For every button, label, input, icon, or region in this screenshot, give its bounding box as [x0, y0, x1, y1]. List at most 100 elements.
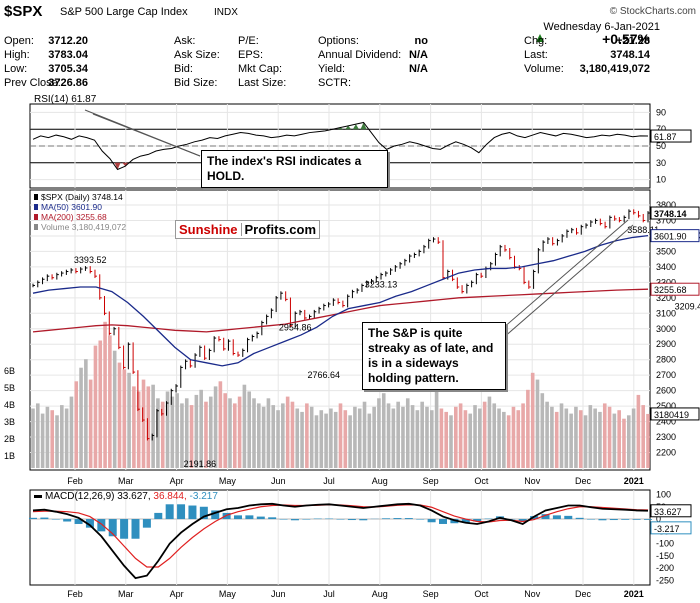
header-label: Bid Size:: [174, 77, 217, 89]
macd-histogram-bar: [404, 518, 413, 520]
volume-tick: 2B: [4, 434, 15, 444]
volume-bar: [319, 410, 324, 468]
macd-histogram-bar: [552, 515, 561, 520]
volume-bar: [420, 401, 424, 468]
x-label-macd: Apr: [170, 589, 184, 599]
macd-histogram-bar: [268, 517, 277, 520]
volume-bar: [261, 406, 266, 468]
legend-swatch: [34, 224, 38, 230]
macd-histogram-bar: [621, 519, 630, 520]
volume-bar: [36, 403, 40, 468]
volume-bar: [151, 384, 155, 468]
volume-bar: [127, 372, 131, 468]
volume-bar: [622, 418, 626, 468]
macd-histogram-bar: [245, 515, 254, 520]
ma200-line: [32, 288, 649, 333]
volume-bar: [60, 405, 64, 468]
volume-bar: [526, 389, 530, 468]
volume-bar: [521, 403, 525, 468]
macd-tick: -250: [656, 576, 674, 586]
volume-bar: [50, 410, 55, 468]
price-tick: 2500: [656, 401, 676, 411]
x-label-price: Dec: [575, 476, 592, 486]
header-label: Annual Dividend:: [318, 49, 401, 61]
header-label: Volume:: [524, 63, 564, 75]
macd-histogram-bar: [439, 519, 447, 524]
price-tick: 3700: [656, 215, 676, 225]
volume-bar: [574, 406, 578, 468]
sunshine-profits-logo: Sunshine Profits.com: [175, 220, 321, 239]
volume-bar: [103, 321, 107, 468]
ma50-last-label: 3601.90: [654, 232, 687, 242]
volume-bar: [357, 408, 362, 468]
volume-bar: [569, 413, 573, 468]
volume-bar: [55, 415, 59, 468]
header-label: Low:: [4, 63, 27, 75]
volume-bar: [242, 384, 247, 468]
volume-bar: [454, 406, 458, 468]
x-label-price: Oct: [474, 476, 489, 486]
volume-bar: [463, 410, 468, 468]
price-tick: 3000: [656, 324, 676, 334]
volume-bar: [617, 410, 621, 468]
price-annotation: 3588.11: [627, 225, 659, 235]
macd-tick: 0: [656, 514, 661, 524]
rsi-overbought-fill: [360, 122, 367, 130]
macd-tick: -200: [656, 563, 674, 573]
volume-bar: [602, 403, 607, 468]
macd-histogram-bar: [256, 516, 265, 520]
volume-bar: [478, 408, 482, 468]
volume-bar: [405, 398, 410, 468]
volume-bar: [247, 391, 252, 468]
price-tick: 2900: [656, 339, 676, 349]
rsi-tick: 10: [656, 175, 666, 185]
volume-bar: [213, 386, 218, 468]
price-last-label: 3748.14: [654, 209, 687, 219]
volume-bar: [300, 411, 304, 468]
volume-bar: [372, 406, 376, 468]
volume-bar: [458, 403, 463, 468]
macd-histogram-bar: [359, 519, 368, 521]
volume-bar: [391, 408, 396, 468]
volume-bar: [305, 403, 309, 468]
volume-bar: [88, 379, 93, 468]
volume-bar: [343, 410, 348, 468]
header-label: Ask:: [174, 35, 195, 47]
volume-bar: [324, 413, 328, 468]
volume-bar: [338, 403, 343, 468]
legend-entry: Volume 3,180,419,072: [41, 222, 126, 232]
volume-bar: [208, 396, 213, 468]
volume-bar: [223, 393, 227, 468]
volume-bar: [237, 396, 242, 468]
volume-bar: [444, 411, 449, 468]
volume-bar: [93, 345, 98, 468]
x-label-macd: Nov: [524, 589, 541, 599]
volume-bar: [410, 405, 415, 468]
rsi-title: RSI(14) 61.87: [34, 94, 97, 105]
x-label-macd: May: [219, 589, 237, 599]
volume-bar: [204, 401, 208, 468]
macd-histogram-bar: [598, 519, 607, 521]
macd-histogram-bar: [644, 519, 652, 520]
rsi-tick: 30: [656, 158, 666, 168]
volume-bar: [401, 406, 405, 468]
volume-bar: [631, 408, 636, 468]
legend-swatch: [34, 204, 38, 210]
rsi-line: [32, 121, 649, 171]
price-annotation: 2766.64: [308, 370, 341, 380]
volume-bar: [141, 379, 146, 468]
rsi-last-label: 61.87: [654, 132, 677, 142]
header: $SPX S&P 500 Large Cap Index INDX © Stoc…: [4, 3, 696, 89]
volume-bar: [122, 369, 127, 468]
volume-bar: [497, 408, 501, 468]
volume-bar: [482, 401, 487, 468]
macd-histogram-bar: [108, 519, 117, 537]
header-value: +21.28: [616, 35, 650, 47]
volume-bar: [184, 398, 189, 468]
volume-bar: [79, 367, 83, 468]
macd-histogram-bar: [290, 519, 299, 521]
volume-tick: 5B: [4, 383, 15, 393]
up-arrow-icon: [536, 34, 544, 42]
volume-bar: [641, 405, 645, 468]
